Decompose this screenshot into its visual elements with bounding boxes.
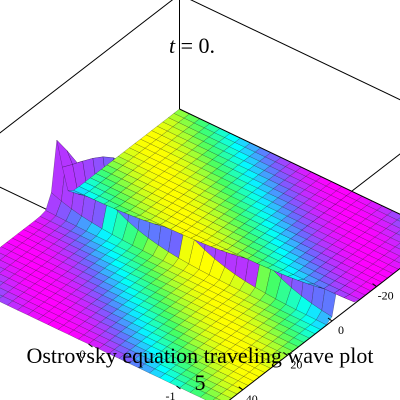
x-tick-label: 40 <box>246 392 258 400</box>
x-tick-mark <box>283 351 288 356</box>
surface-patch <box>0 294 4 299</box>
surface-patch <box>212 397 221 400</box>
surface-patch <box>395 230 400 236</box>
surface-patch <box>390 233 400 243</box>
surface-patch <box>396 217 400 222</box>
title: t = 0. <box>169 33 215 58</box>
caption-title: Ostrovsky equation traveling wave plot <box>26 343 374 368</box>
x-tick-label: 20 <box>290 357 302 371</box>
x-tick-label: 0 <box>338 323 344 337</box>
y-tick-mark <box>176 385 181 390</box>
title-variable: t <box>169 33 176 58</box>
title-equals: = <box>175 33 198 58</box>
box-edge <box>190 0 400 101</box>
x-tick-mark <box>372 283 377 288</box>
title-value: 0. <box>199 33 216 58</box>
box-edge <box>0 0 174 134</box>
x-tick-mark <box>327 317 333 322</box>
axes: 102030405060-10-40-2002040x <box>80 283 394 400</box>
svg-text:t = 0.: t = 0. <box>169 33 215 58</box>
surface-mesh <box>0 108 400 400</box>
y-tick-mark <box>88 343 93 348</box>
surface-patch <box>393 255 400 264</box>
surface-patch <box>394 242 400 250</box>
y-tick-label: 0 <box>80 347 86 361</box>
surface-patch <box>391 219 400 229</box>
x-tick-mark <box>238 386 244 391</box>
x-tick-label: -20 <box>378 289 394 303</box>
caption-figure-number: 5 <box>194 370 206 395</box>
y-tick-label: -1 <box>166 389 176 400</box>
